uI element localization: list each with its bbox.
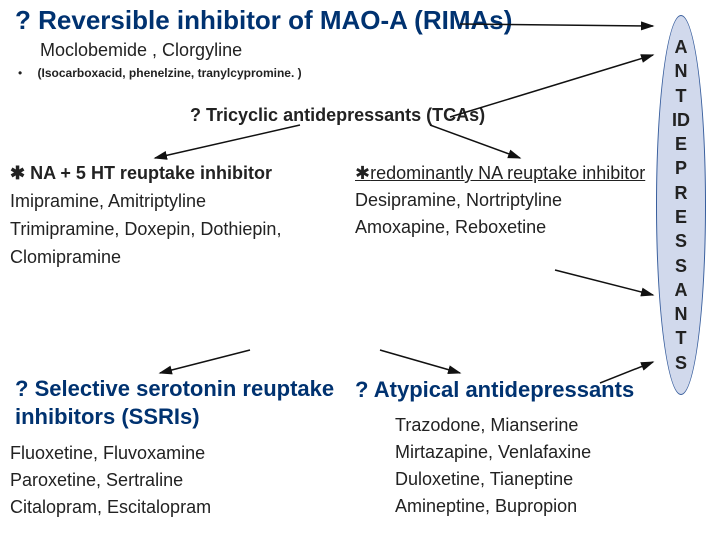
ssri-l3: Citalopram, Escitalopram xyxy=(10,494,211,521)
tca-left-heading: ✱ NA + 5 HT reuptake inhibitor xyxy=(10,160,345,188)
tca-left-l3: Trimipramine, Doxepin, Dothiepin, xyxy=(10,216,345,244)
ellipse-letter: A xyxy=(675,35,688,59)
tca-left-l2: Imipramine, Amitriptyline xyxy=(10,188,345,216)
ellipse-letter: S xyxy=(675,254,687,278)
pencil-icon: ? xyxy=(15,376,28,401)
tca-title-text: Tricyclic antidepressants (TCAs) xyxy=(206,105,485,125)
ellipse-letter: R xyxy=(675,181,688,205)
pencil-icon: ? xyxy=(355,377,368,402)
atypical-title: ? Atypical antidepressants xyxy=(355,377,634,403)
antidepressants-ellipse: ANTIDEPRESSANTS xyxy=(656,15,706,395)
ellipse-letter: E xyxy=(675,132,687,156)
ellipse-letter: ID xyxy=(672,108,690,132)
atypical-title-text: Atypical antidepressants xyxy=(374,377,634,402)
arrow xyxy=(155,125,300,158)
tca-left-block: ✱ NA + 5 HT reuptake inhibitor Imipramin… xyxy=(10,160,345,272)
ellipse-letter: P xyxy=(675,156,687,180)
ssri-title-text: Selective serotonin reuptake inhibitors … xyxy=(15,376,334,429)
tca-title: ? Tricyclic antidepressants (TCAs) xyxy=(190,105,485,126)
bullet-icon: • xyxy=(18,66,22,80)
ssri-l2: Paroxetine, Sertraline xyxy=(10,467,211,494)
atypical-l3: Duloxetine, Tianeptine xyxy=(395,466,591,493)
asterisk-icon: ✱ xyxy=(355,163,370,183)
nonselective-maoi-text: (Isocarboxacid, phenelzine, tranylcyprom… xyxy=(38,66,302,80)
ssri-list: Fluoxetine, Fluvoxamine Paroxetine, Sert… xyxy=(10,440,211,521)
atypical-l4: Amineptine, Bupropion xyxy=(395,493,591,520)
ellipse-letter: S xyxy=(675,351,687,375)
rima-drugs: Moclobemide , Clorgyline xyxy=(40,40,242,61)
atypical-l2: Mirtazapine, Venlafaxine xyxy=(395,439,591,466)
tca-left-l4: Clomipramine xyxy=(10,244,345,272)
tca-right-l3: Amoxapine, Reboxetine xyxy=(355,214,675,241)
arrow xyxy=(430,125,520,158)
atypical-l1: Trazodone, Mianserine xyxy=(395,412,591,439)
tca-right-heading: ✱redominantly NA reuptake inhibitor xyxy=(355,160,675,187)
pencil-icon: ? xyxy=(190,105,201,125)
ellipse-letter: N xyxy=(675,302,688,326)
arrow xyxy=(380,350,460,373)
ssri-title: ? Selective serotonin reuptake inhibitor… xyxy=(15,375,345,430)
ellipse-letter: T xyxy=(676,84,687,108)
ssri-l1: Fluoxetine, Fluvoxamine xyxy=(10,440,211,467)
ellipse-letter: N xyxy=(675,59,688,83)
ellipse-letter: S xyxy=(675,229,687,253)
ellipse-letter: A xyxy=(675,278,688,302)
rima-title-text: Reversible inhibitor of MAO-A (RIMAs) xyxy=(38,5,512,35)
ellipse-letter: T xyxy=(676,326,687,350)
pencil-icon: ? xyxy=(15,5,31,35)
atypical-list: Trazodone, Mianserine Mirtazapine, Venla… xyxy=(395,412,591,520)
arrow xyxy=(555,270,653,295)
tca-right-block: ✱redominantly NA reuptake inhibitor Desi… xyxy=(355,160,675,241)
nonselective-maoi: • (Isocarboxacid, phenelzine, tranylcypr… xyxy=(18,66,302,80)
arrow xyxy=(160,350,250,373)
rima-title: ? Reversible inhibitor of MAO-A (RIMAs) xyxy=(15,5,512,36)
ellipse-letter: E xyxy=(675,205,687,229)
tca-right-l2: Desipramine, Nortriptyline xyxy=(355,187,675,214)
